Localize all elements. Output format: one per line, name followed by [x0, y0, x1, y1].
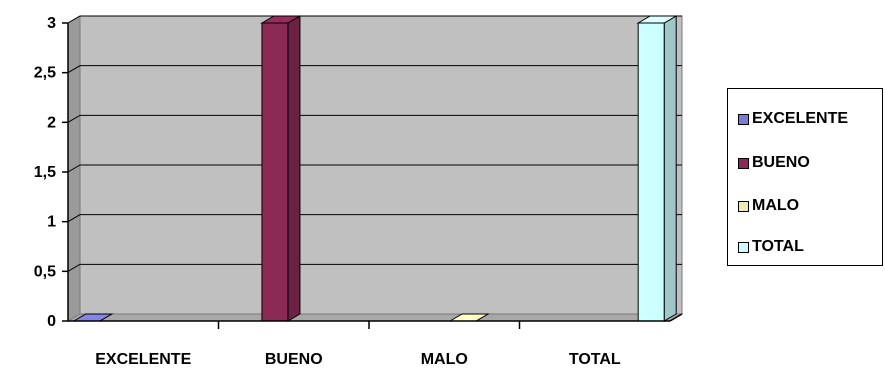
x-tick-label: EXCELENTE: [95, 351, 191, 368]
legend-item-malo: MALO: [738, 196, 799, 216]
legend-swatch-bueno: [738, 157, 749, 169]
x-tick-label: BUENO: [265, 351, 323, 368]
bar-side: [663, 15, 677, 322]
legend-item-bueno: BUENO: [738, 153, 810, 173]
y-tick-label: 0,5: [34, 263, 56, 280]
gridline: [67, 164, 682, 173]
legend-swatch-malo: [738, 200, 749, 212]
gridline: [67, 15, 682, 24]
bar-front: [637, 22, 665, 322]
legend-label-total: TOTAL: [752, 238, 804, 255]
x-tick-label: MALO: [421, 351, 468, 368]
gridline: [67, 263, 682, 272]
gridline: [67, 214, 682, 223]
x-tick-label: TOTAL: [569, 351, 621, 368]
bar-total: [636, 15, 679, 322]
legend-swatch-excelente: [738, 113, 749, 125]
gridline: [67, 114, 682, 123]
bar-top: [636, 15, 679, 24]
y-tick-label: 2: [47, 114, 56, 131]
plot-floor: [66, 313, 684, 322]
y-tick-label: 1: [47, 214, 56, 231]
bar-front: [261, 22, 289, 322]
bars: [71, 15, 679, 322]
y-tick-label: 0: [47, 313, 56, 330]
legend-item-excelente: EXCELENTE: [738, 109, 848, 129]
bar-bueno: [260, 15, 302, 322]
legend-label-bueno: BUENO: [752, 154, 810, 171]
axes: 0 0,5 1 1,5 2 2,5 3 EXCELENTE BUENO MALO TOTAL: [34, 15, 683, 368]
bar-side: [287, 15, 301, 322]
gridline: [67, 65, 682, 74]
y-tick-label: 3: [47, 15, 56, 32]
legend-item-total: TOTAL: [738, 237, 804, 257]
x-axis-end: [669, 313, 683, 322]
legend-label-excelente: EXCELENTE: [752, 110, 849, 127]
plot-area: [66, 15, 684, 322]
y-tick-label: 1,5: [34, 164, 56, 181]
bar-top: [260, 15, 302, 24]
y-tick-label: 2,5: [34, 65, 56, 82]
legend-label-malo: MALO: [752, 197, 800, 214]
legend: EXCELENTE BUENO MALO TOTAL: [727, 88, 883, 266]
legend-swatch-total: [738, 241, 749, 253]
